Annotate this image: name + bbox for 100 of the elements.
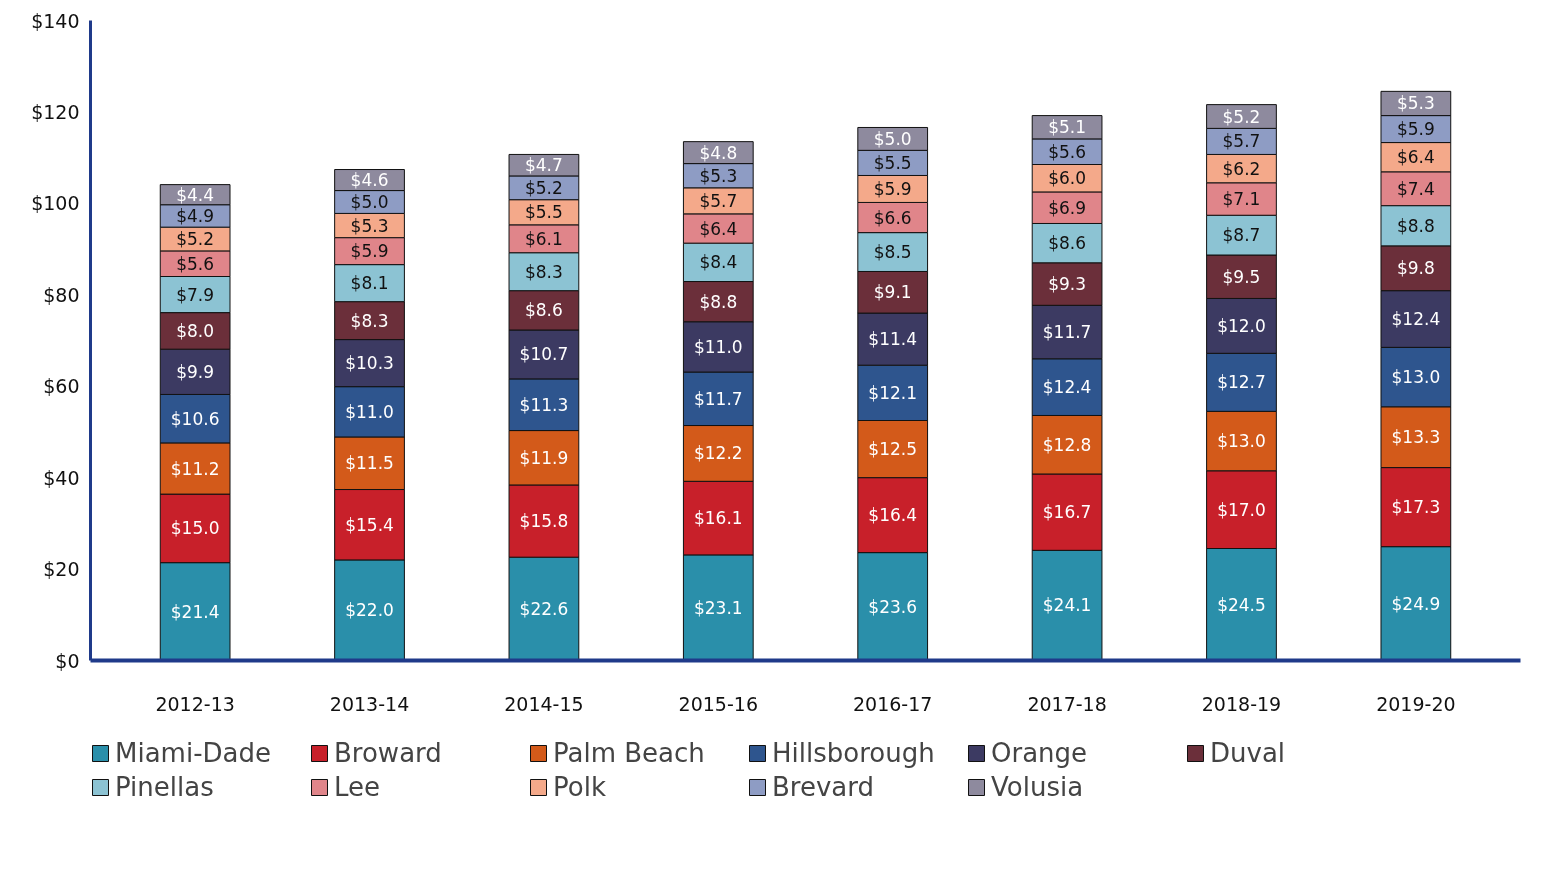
data-label: $9.5 (1222, 266, 1261, 287)
data-label: $23.1 (693, 597, 743, 618)
data-label: $8.6 (524, 300, 563, 321)
data-label: $16.4 (868, 505, 918, 526)
y-tick-label: $100 (31, 192, 80, 215)
y-tick-label: $40 (43, 466, 80, 489)
data-label: $13.0 (1391, 367, 1441, 388)
data-label: $5.6 (1048, 141, 1087, 162)
data-label: $12.5 (868, 439, 918, 460)
data-label: $16.7 (1042, 502, 1092, 523)
legend-label: Broward (334, 738, 443, 768)
legend-label: Duval (1210, 738, 1287, 768)
data-label: $4.7 (524, 155, 563, 176)
data-label: $5.0 (873, 128, 912, 149)
x-tick-label: 2014-15 (504, 692, 584, 715)
data-label: $5.1 (1048, 117, 1087, 138)
data-label: $8.8 (699, 291, 738, 312)
data-label: $8.1 (350, 273, 389, 294)
data-label: $11.7 (1042, 322, 1092, 343)
data-label: $12.8 (1042, 434, 1092, 455)
y-tick-label: $0 (55, 649, 80, 672)
data-label: $5.9 (350, 241, 389, 262)
data-label: $6.4 (699, 218, 738, 239)
data-label: $10.6 (170, 408, 220, 429)
x-tick-label: 2015-16 (678, 692, 758, 715)
data-label: $8.3 (350, 310, 389, 331)
data-label: $11.3 (519, 394, 569, 415)
legend-label: Volusia (991, 772, 1085, 802)
x-tick-label: 2013-14 (329, 692, 410, 715)
data-label: $15.8 (519, 511, 569, 532)
data-label: $12.4 (1391, 309, 1441, 330)
data-label: $5.5 (873, 152, 912, 173)
data-label: $8.3 (524, 261, 563, 282)
data-label: $5.9 (1396, 119, 1435, 140)
data-label: $5.2 (176, 229, 215, 250)
data-label: $15.4 (345, 514, 394, 535)
data-label: $5.5 (524, 202, 563, 223)
data-label: $15.0 (170, 518, 220, 539)
data-label: $11.0 (693, 336, 743, 357)
data-label: $9.1 (873, 282, 912, 303)
data-label: $12.1 (868, 382, 918, 403)
data-label: $5.7 (1222, 131, 1261, 152)
data-label: $8.8 (1396, 215, 1435, 236)
data-label: $5.2 (524, 177, 563, 198)
data-label: $12.0 (1217, 315, 1266, 336)
data-label: $11.0 (345, 401, 394, 422)
data-label: $12.2 (693, 443, 743, 464)
data-label: $6.9 (1048, 197, 1087, 218)
data-label: $11.5 (345, 453, 394, 474)
data-label: $12.7 (1217, 372, 1266, 393)
data-label: $6.1 (524, 228, 563, 249)
data-label: $24.1 (1042, 595, 1092, 616)
data-label: $11.4 (868, 329, 918, 350)
legend-label: Palm Beach (553, 738, 706, 768)
x-tick-label: 2019-20 (1376, 692, 1456, 715)
data-label: $11.9 (519, 447, 569, 468)
data-label: $11.2 (170, 458, 220, 479)
data-label: $7.1 (1222, 189, 1261, 210)
data-label: $24.9 (1391, 593, 1441, 614)
x-tick-label: 2018-19 (1201, 692, 1282, 715)
data-label: $4.9 (176, 205, 215, 226)
legend-label: Polk (553, 772, 607, 802)
data-label: $5.0 (350, 191, 389, 212)
data-label: $13.0 (1217, 431, 1266, 452)
x-tick-label: 2017-18 (1027, 692, 1107, 715)
y-tick-label: $80 (43, 283, 80, 306)
legend-label: Miami-Dade (115, 738, 272, 768)
legend-label: Orange (991, 738, 1089, 768)
x-tick-label: 2012-13 (155, 692, 235, 715)
data-label: $8.5 (873, 242, 912, 263)
data-label: $8.6 (1048, 233, 1087, 254)
data-label: $5.2 (1222, 106, 1261, 127)
data-label: $16.1 (693, 508, 743, 529)
data-label: $6.4 (1396, 147, 1435, 168)
data-label: $6.0 (1048, 168, 1087, 189)
data-label: $8.4 (699, 252, 738, 273)
legend-label: Hillsborough (772, 738, 936, 768)
legend-label: Brevard (772, 772, 875, 802)
data-label: $7.4 (1396, 178, 1435, 199)
y-tick-label: $120 (31, 100, 80, 123)
legend-label: Lee (334, 772, 382, 802)
data-label: $7.9 (176, 284, 215, 305)
data-label: $22.0 (345, 600, 394, 621)
data-label: $5.9 (873, 178, 912, 199)
data-label: $9.3 (1048, 274, 1087, 295)
data-label: $4.6 (350, 170, 389, 191)
data-label: $6.6 (873, 207, 912, 228)
data-label: $17.0 (1217, 499, 1266, 520)
data-label: $13.3 (1391, 427, 1441, 448)
data-label: $9.8 (1396, 258, 1435, 279)
data-label: $5.7 (699, 190, 738, 211)
y-tick-label: $140 (31, 9, 80, 32)
legend-label: Pinellas (115, 772, 215, 802)
data-label: $5.3 (350, 215, 389, 236)
data-label: $21.4 (170, 601, 220, 622)
data-label: $5.3 (699, 165, 738, 186)
data-label: $5.3 (1396, 93, 1435, 114)
data-label: $24.5 (1217, 594, 1266, 615)
data-label: $4.8 (699, 142, 738, 163)
data-label: $6.2 (1222, 158, 1261, 179)
